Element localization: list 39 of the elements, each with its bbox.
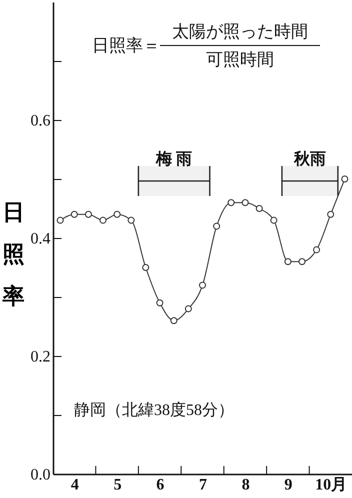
point: [327, 210, 334, 218]
band-label: 梅 雨: [155, 150, 192, 168]
x-tick-label: 6: [156, 476, 164, 494]
y-tick-label: 0.2: [30, 348, 50, 366]
point: [56, 216, 64, 224]
point: [341, 176, 348, 182]
point: [242, 199, 249, 206]
point: [184, 305, 192, 312]
y-tick-label: 0.4: [30, 230, 50, 248]
point: [170, 317, 178, 324]
point: [256, 205, 263, 212]
annotation: 日照率＝: [92, 35, 160, 57]
point: [199, 282, 206, 289]
x-tick-label: 10月: [315, 476, 348, 494]
point: [284, 258, 292, 266]
point: [313, 246, 320, 254]
point: [128, 216, 135, 224]
point: [99, 216, 106, 224]
y-tick-label: 0.0: [30, 466, 50, 484]
annotation: 静岡（北緯38度58分）: [74, 400, 234, 421]
point: [213, 222, 220, 230]
point: [228, 199, 235, 206]
point: [156, 299, 164, 306]
band-label: 秋雨: [292, 150, 326, 168]
point: [70, 210, 78, 218]
point: [114, 210, 121, 218]
y-tick-label: 0.6: [30, 112, 50, 130]
x-tick-label: 9: [284, 476, 292, 494]
point: [270, 216, 278, 224]
annotation: 可照時間: [206, 49, 274, 71]
x-tick-label: 4: [70, 476, 79, 494]
x-tick-label: 5: [114, 476, 122, 494]
point: [298, 258, 306, 266]
x-tick-label: 8: [242, 476, 250, 494]
y-axis-title: 日照率: [2, 200, 24, 308]
annotation: 太陽が照った時間: [172, 21, 308, 43]
point: [142, 264, 150, 271]
x-tick-label: 7: [199, 476, 207, 494]
point: [84, 210, 92, 218]
